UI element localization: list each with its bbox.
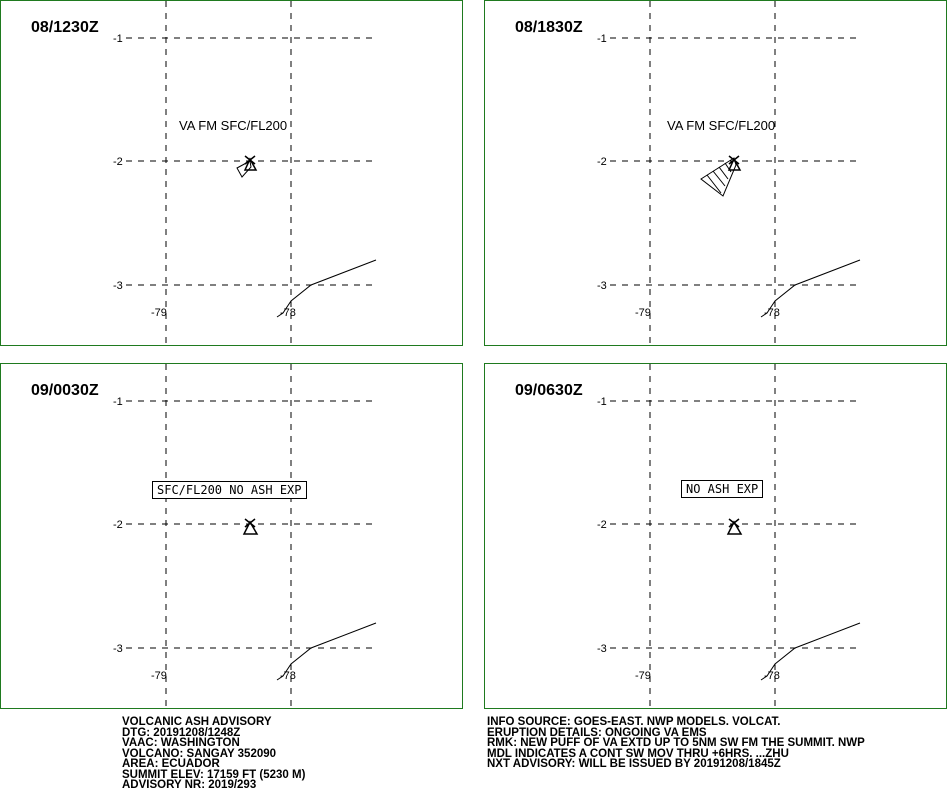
lon-label: -79: [635, 670, 651, 682]
lon-label: -79: [151, 307, 167, 319]
advisory-line: AREA: ECUADOR: [122, 758, 220, 770]
panel-time-label: 08/1830Z: [515, 19, 583, 36]
lat-label: -2: [113, 519, 123, 531]
volcano-icon: [727, 155, 742, 171]
advisory-line: SUMMIT ELEV: 17159 FT (5230 M): [122, 768, 306, 781]
lon-label: -79: [635, 307, 651, 319]
map-canvas: -1 -2 -3 -79 -78 VA FM SFC/FL200: [113, 1, 377, 347]
map-panel-3: 09/0030Z -1 -2 -3 -79 -78 SFC/FL200 NO A…: [0, 363, 463, 710]
advisory-line: DTG: 20191208/1248Z: [122, 726, 241, 739]
advisory-line: VAAC: WASHINGTON: [122, 737, 240, 749]
map-canvas: -1 -2 -3 -79 -78: [597, 364, 861, 710]
lat-label: -2: [597, 156, 607, 168]
lat-label: -3: [597, 643, 607, 655]
lon-label: -78: [280, 670, 296, 682]
map-canvas: -1 -2 -3 -79 -78: [113, 364, 377, 710]
graticule: [126, 364, 376, 710]
map-panel-1: 08/1230Z -1 -2 -3 -79 -78 VA FM SFC/FL20…: [0, 0, 463, 347]
lat-label: -1: [113, 396, 123, 408]
volcano-icon: [242, 518, 259, 535]
coastline: [760, 259, 861, 318]
advisory-line: NXT ADVISORY: WILL BE ISSUED BY 20191208…: [487, 758, 781, 770]
map-canvas: -1 -2 -3 -79 -78 VA FM SFC/FL200: [597, 1, 861, 347]
lat-label: -3: [113, 280, 123, 292]
advisory-info-left: VOLCANIC ASH ADVISORY DTG: 20191208/1248…: [122, 717, 305, 791]
lat-label: -1: [597, 33, 607, 45]
advisory-line: VOLCANIC ASH ADVISORY: [122, 716, 272, 728]
ash-annotation: VA FM SFC/FL200: [179, 118, 287, 133]
lat-label: -1: [597, 396, 607, 408]
advisory-line: RMK: NEW PUFF OF VA EXTD UP TO 5NM SW FM…: [487, 737, 865, 749]
lat-label: -1: [113, 33, 123, 45]
map-panel-4: 09/0630Z -1 -2 -3 -79 -78 NO ASH EXP: [484, 363, 947, 710]
coastline: [760, 622, 861, 681]
advisory-info-right: INFO SOURCE: GOES-EAST. NWP MODELS. VOLC…: [487, 717, 865, 770]
no-ash-label: SFC/FL200 NO ASH EXP: [152, 481, 307, 499]
ash-annotation: VA FM SFC/FL200: [667, 118, 775, 133]
lon-label: -78: [764, 670, 780, 682]
advisory-line: ADVISORY NR: 2019/293: [122, 779, 257, 791]
panel-time-label: 08/1230Z: [31, 19, 99, 36]
advisory-line: MDL INDICATES A CONT SW MOV THRU +6HRS. …: [487, 747, 789, 760]
map-panel-2: 08/1830Z -1 -2 -3 -79 -78 VA FM SFC/FL20…: [484, 0, 947, 347]
lat-label: -2: [597, 519, 607, 531]
ash-cloud-polygon: [236, 160, 252, 178]
advisory-line: VOLCANO: SANGAY 352090: [122, 747, 277, 760]
no-ash-label: NO ASH EXP: [681, 480, 764, 498]
volcano-icon: [726, 518, 743, 535]
lon-label: -78: [280, 307, 296, 319]
lat-label: -3: [597, 280, 607, 292]
graticule: [610, 364, 860, 710]
lon-label: -78: [764, 307, 780, 319]
graticule: [126, 1, 376, 347]
lat-label: -3: [113, 643, 123, 655]
lon-label: -79: [151, 670, 167, 682]
coastline: [276, 622, 377, 681]
panel-time-label: 09/0030Z: [31, 382, 99, 399]
panel-time-label: 09/0630Z: [515, 382, 583, 399]
lat-label: -2: [113, 156, 123, 168]
graticule: [610, 1, 860, 347]
ash-cloud-polygon: [700, 157, 737, 197]
advisory-line: ERUPTION DETAILS: ONGOING VA EMS: [487, 726, 707, 739]
coastline: [276, 259, 377, 318]
advisory-line: INFO SOURCE: GOES-EAST. NWP MODELS. VOLC…: [487, 716, 781, 728]
